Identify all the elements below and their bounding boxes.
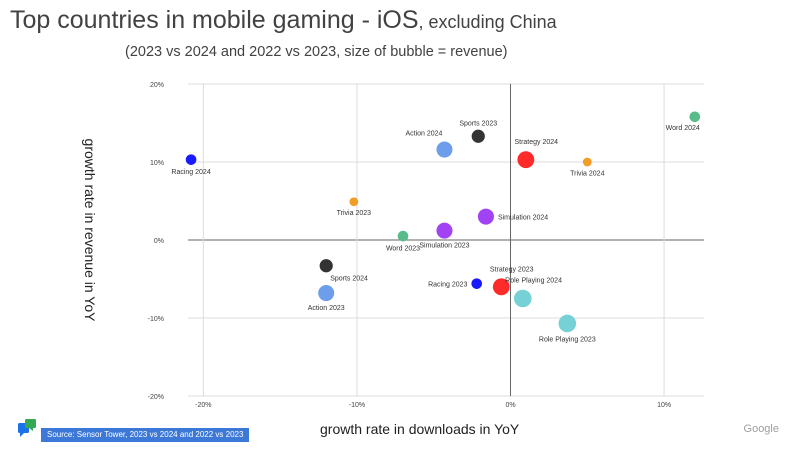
- bubble-label: Trivia 2024: [570, 170, 604, 177]
- chart-title-suffix: , excluding China: [418, 12, 557, 32]
- bubble: [319, 259, 333, 273]
- bubble-label: Role Playing 2023: [539, 336, 596, 343]
- bubble: [558, 314, 577, 333]
- bubble-label: Racing 2024: [171, 169, 210, 176]
- bubble: [582, 157, 592, 167]
- x-axis-label: growth rate in downloads in YoY: [320, 421, 520, 437]
- bubble-label: Action 2023: [308, 305, 345, 312]
- chart-subtitle: (2023 vs 2024 and 2022 vs 2023, size of …: [125, 44, 508, 60]
- bubble-label: Sports 2023: [459, 121, 497, 128]
- y-tick-label: 10%: [150, 160, 164, 167]
- bubble: [517, 151, 535, 169]
- bubble: [471, 129, 485, 143]
- y-tick-label: 0%: [154, 238, 164, 245]
- bubble: [513, 289, 532, 308]
- bubble: [492, 278, 510, 296]
- y-tick-label: 20%: [150, 82, 164, 89]
- bubble-label: Simulation 2023: [419, 243, 469, 250]
- bubble-label: Role Playing 2024: [505, 278, 562, 285]
- bubble: [349, 197, 359, 207]
- bubble-label: Strategy 2024: [514, 139, 558, 146]
- y-tick-label: -20%: [148, 394, 164, 401]
- x-tick-label: -20%: [195, 402, 211, 409]
- bubble-label: Racing 2023: [428, 282, 467, 289]
- bubble-label: Word 2024: [666, 125, 700, 132]
- bubble: [477, 208, 494, 225]
- bubble-label: Trivia 2023: [337, 210, 371, 217]
- x-tick-label: -10%: [349, 402, 365, 409]
- bubble: [318, 285, 335, 302]
- bubble: [397, 230, 409, 242]
- bubble: [436, 141, 453, 158]
- bubble: [471, 278, 483, 289]
- chat-bubbles-icon: [18, 419, 36, 437]
- bubble-label: Strategy 2023: [490, 266, 534, 273]
- bubble-label: Action 2024: [405, 130, 442, 137]
- y-axis-label: growth rate in revenue in YoY: [82, 138, 98, 322]
- chart-title: Top countries in mobile gaming - iOS, ex…: [10, 6, 557, 35]
- bubble-label: Word 2023: [386, 245, 420, 252]
- x-tick-label: 10%: [657, 402, 671, 409]
- y-tick-label: -10%: [148, 316, 164, 323]
- x-tick-label: 0%: [505, 402, 515, 409]
- bubble: [185, 154, 197, 165]
- bubble: [436, 222, 453, 239]
- bubble-label: Simulation 2024: [498, 215, 548, 222]
- google-logo: Google: [743, 423, 779, 435]
- bubble: [689, 111, 701, 123]
- bubble-label: Sports 2024: [330, 275, 368, 282]
- chart-title-main: Top countries in mobile gaming - iOS: [10, 6, 419, 34]
- source-note: Source: Sensor Tower, 2023 vs 2024 and 2…: [41, 428, 249, 442]
